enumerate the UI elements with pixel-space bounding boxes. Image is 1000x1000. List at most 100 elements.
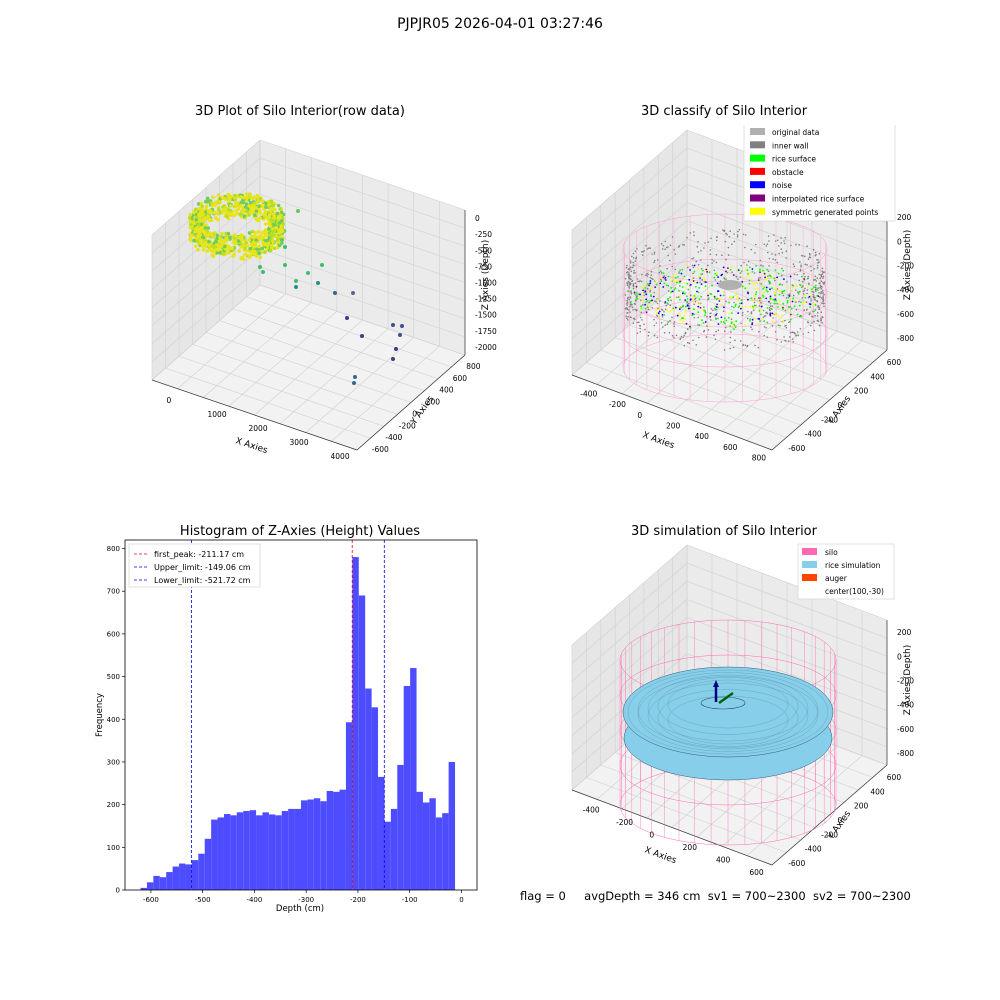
inner-wall-point [653,261,655,264]
data-point [252,195,256,200]
histogram-bar [262,812,269,890]
grid-line [672,287,873,363]
classified-point [714,307,716,310]
classified-point [667,298,670,300]
inner-wall-point [822,290,824,292]
z-tick-label: 200 [897,628,912,637]
inner-wall-point [687,328,689,330]
inner-wall-point [759,297,762,299]
histogram-bar [384,821,391,890]
classified-point [803,278,806,280]
surface-mesh [657,689,799,747]
classified-point [704,321,707,323]
classified-point [714,273,717,275]
data-point [196,230,201,234]
data-point [247,253,252,258]
inner-wall-point [715,261,718,264]
status-flag: flag = 0 [520,889,566,903]
data-point [244,241,248,245]
data-point [241,257,246,262]
classified-point [711,284,713,287]
inner-wall-point [670,299,672,302]
data-point [278,207,282,211]
classified-point [715,318,717,321]
inner-wall-point [630,275,632,277]
inner-wall-point [668,331,671,334]
inner-wall-point [789,332,792,334]
grid-line [232,308,439,380]
inner-wall-point [648,331,650,333]
inner-wall-point [712,309,714,312]
classified-point [706,271,708,273]
classified-point [681,317,683,320]
legend-label: Lower_limit: -521.72 cm [154,576,251,585]
classified-point [702,269,704,272]
data-point [267,227,271,231]
classified-point [684,299,687,301]
inner-wall-point [804,255,806,258]
classified-point [644,287,647,289]
classified-point [741,281,744,283]
data-point [217,245,222,249]
classified-point [731,266,733,268]
data-point [236,239,240,243]
inner-wall-point [762,316,765,319]
classified-point [649,282,652,284]
classified-point [720,316,723,319]
inner-wall-point [782,294,785,297]
inner-wall-point [774,331,777,333]
inner-wall-point [820,276,823,278]
inner-wall-point [636,248,638,250]
status-sv1: sv1 = 700~2300 [707,889,806,903]
inner-wall-point [729,347,731,350]
inner-wall-point [748,279,751,282]
inner-wall-point [637,280,639,283]
histogram-bar [294,808,301,890]
inner-wall-point [628,267,631,270]
classified-point [806,286,809,289]
data-point [200,218,205,223]
data-point [198,238,203,242]
inner-wall-point [814,309,817,311]
classified-point [704,270,706,273]
inner-wall-point [744,344,747,347]
status-avg-depth: avgDepth = 346 cm [584,889,701,903]
inner-wall-point [753,272,756,274]
inner-wall-point [714,279,717,281]
inner-wall-point [656,302,659,305]
classified-point [787,306,790,309]
classified-point [673,274,676,276]
grid-line [721,746,838,847]
inner-wall-point [626,284,629,286]
y-tick-label: 700 [107,588,120,596]
data-point [264,205,268,210]
surface-mesh [637,676,819,752]
inner-wall-point [713,334,715,337]
inner-wall-point [642,251,644,253]
x-tick-label: -600 [143,896,159,904]
data-point [222,239,227,244]
y-tick-label: 500 [107,673,120,681]
axis-line [571,789,773,866]
inner-wall-point [746,317,749,320]
inner-wall-point [695,344,698,346]
inner-wall-point [739,340,742,342]
inner-wall-point [647,308,650,311]
inner-wall-point [778,252,780,255]
data-point [197,207,201,211]
figure-title: PJPJR05 2026-04-01 03:27:46 [397,16,603,32]
inner-wall-point [808,256,811,258]
histogram-bar [307,799,314,890]
inner-wall-point [626,319,629,321]
classified-point [696,281,699,284]
inner-wall-point [754,252,756,254]
classified-point [753,304,756,307]
classified-point [769,282,772,284]
inner-wall-point [786,281,788,283]
y-tick-label: 400 [107,716,120,724]
inner-wall-point [771,325,774,327]
x-tick-label: 600 [749,868,764,877]
inner-wall-point [669,244,672,246]
data-point [201,229,206,233]
inner-wall-point [717,329,720,332]
